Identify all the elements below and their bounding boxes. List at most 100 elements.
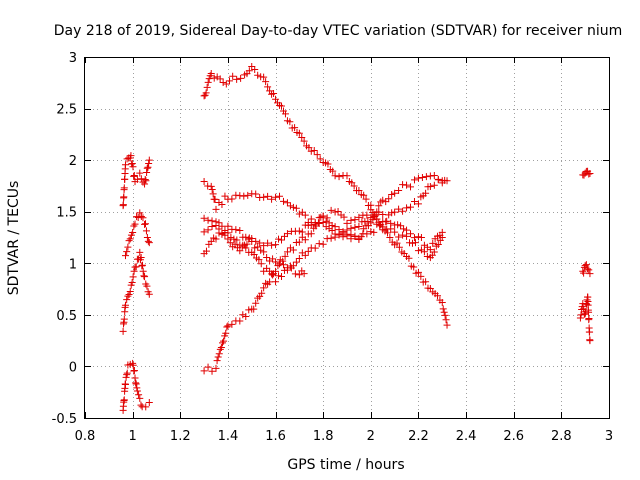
data-point — [327, 206, 335, 214]
data-point — [218, 230, 226, 238]
data-point — [360, 191, 368, 199]
data-point — [215, 350, 223, 358]
data-point — [262, 78, 270, 86]
data-point — [329, 167, 337, 175]
data-point — [200, 177, 208, 185]
data-point — [420, 248, 428, 256]
x-tick-label: 2.8 — [551, 429, 572, 444]
data-point — [414, 268, 422, 276]
data-point — [429, 239, 437, 247]
data-point — [236, 317, 244, 325]
data-point — [145, 399, 153, 407]
data-point — [315, 240, 323, 248]
data-point — [300, 137, 308, 145]
data-point — [298, 133, 306, 141]
data-point — [200, 214, 208, 222]
data-point — [319, 212, 327, 220]
data-point — [585, 266, 593, 274]
y-tick-label: 1.5 — [56, 206, 77, 221]
x-tick-label: 1.6 — [265, 429, 286, 444]
data-point — [142, 227, 150, 235]
data-point — [125, 237, 133, 245]
data-point — [205, 75, 213, 83]
data-point — [245, 306, 253, 314]
data-point — [260, 267, 268, 275]
data-point — [430, 181, 438, 189]
data-point — [145, 290, 153, 298]
data-point — [139, 267, 147, 275]
data-point — [212, 205, 220, 213]
data-point — [295, 227, 303, 235]
data-point — [586, 170, 594, 178]
data-point — [274, 262, 282, 270]
data-point — [200, 367, 208, 375]
data-point — [434, 240, 442, 248]
data-point — [248, 238, 256, 246]
data-point — [355, 187, 363, 195]
data-point — [245, 67, 253, 75]
data-point — [272, 258, 280, 266]
y-tick-label: 3 — [69, 51, 77, 66]
data-point — [311, 244, 319, 252]
data-point — [137, 401, 145, 409]
data-point — [289, 262, 297, 270]
data-point — [121, 161, 129, 169]
data-point — [136, 248, 144, 256]
data-point — [119, 201, 127, 209]
data-point — [220, 337, 228, 345]
data-point — [239, 311, 247, 319]
data-point — [129, 228, 137, 236]
data-point — [141, 220, 149, 228]
data-point — [121, 252, 129, 260]
data-point — [301, 251, 309, 259]
data-point — [264, 239, 272, 247]
data-point — [278, 273, 285, 281]
data-point — [260, 284, 268, 292]
data-point — [315, 220, 323, 228]
data-point — [270, 89, 278, 97]
data-point — [145, 160, 153, 168]
data-point — [577, 311, 585, 319]
data-point — [123, 248, 131, 256]
data-point — [439, 305, 447, 313]
data-point — [256, 239, 264, 247]
data-point — [225, 77, 233, 85]
x-tick-label: 2 — [367, 429, 375, 444]
data-point — [121, 301, 129, 309]
data-point — [295, 210, 303, 218]
data-point — [418, 174, 426, 182]
data-point — [430, 248, 438, 256]
data-point — [387, 225, 395, 233]
data-point — [582, 261, 590, 269]
data-point — [340, 213, 348, 221]
data-point — [331, 223, 339, 231]
data-point — [331, 172, 339, 180]
data-point — [222, 329, 230, 337]
data-point — [278, 102, 285, 110]
data-point — [379, 196, 387, 204]
data-point — [216, 75, 224, 83]
data-point — [403, 232, 411, 240]
data-point — [438, 234, 446, 241]
data-point — [417, 246, 425, 254]
data-point — [129, 361, 137, 369]
data-point — [130, 222, 138, 230]
data-point — [375, 202, 383, 210]
data-point — [204, 226, 212, 234]
data-point — [221, 192, 229, 200]
data-point — [255, 256, 263, 264]
data-point — [203, 83, 211, 91]
data-point — [237, 74, 245, 82]
data-point — [298, 228, 306, 236]
x-tick-label: 1.2 — [170, 429, 191, 444]
data-point — [215, 219, 223, 227]
data-point — [120, 184, 128, 192]
data-point — [208, 217, 216, 225]
data-point — [438, 299, 446, 307]
data-point — [430, 172, 438, 180]
data-point — [236, 227, 244, 235]
data-point — [260, 248, 268, 256]
data-point — [125, 290, 133, 298]
data-point — [211, 195, 219, 203]
